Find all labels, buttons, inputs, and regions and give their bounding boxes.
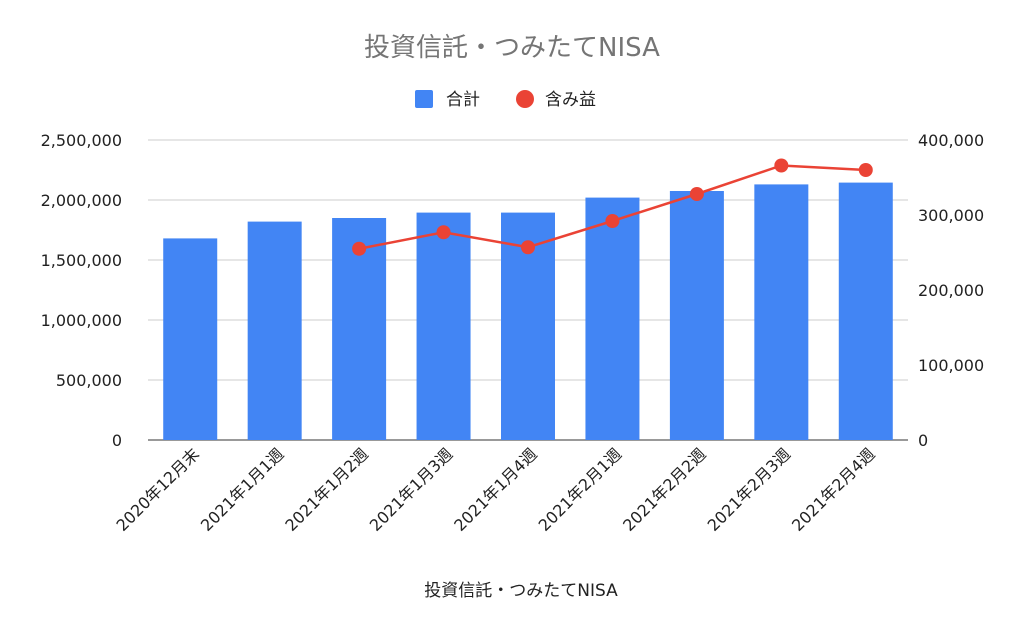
legend-label-total: 合計 xyxy=(446,90,480,110)
left-tick-label: 500,000 xyxy=(56,371,122,390)
x-tick-label: 2021年1月2週 xyxy=(281,444,372,535)
chart-title: 投資信託・つみたてNISA xyxy=(364,33,660,63)
right-tick-label: 400,000 xyxy=(918,131,984,150)
x-tick-label: 2021年1月3週 xyxy=(366,444,457,535)
left-tick-label: 2,500,000 xyxy=(41,131,122,150)
left-tick-label: 1,000,000 xyxy=(41,311,122,330)
x-tick-label: 2021年2月1週 xyxy=(535,444,626,535)
legend-swatch-unrealized-gain xyxy=(516,90,534,108)
right-tick-label: 200,000 xyxy=(918,281,984,300)
data-point xyxy=(774,158,789,173)
bar xyxy=(416,212,471,440)
x-tick-label: 2021年1月4週 xyxy=(450,444,541,535)
bar xyxy=(754,184,809,440)
left-axis-ticks: 0 500,000 1,000,000 1,500,000 2,000,000 2,500… xyxy=(41,131,122,450)
bar xyxy=(838,182,893,440)
right-axis-ticks: 0 100,000 200,000 300,000 400,000 xyxy=(918,131,984,450)
x-tick-label: 2021年2月2週 xyxy=(619,444,710,535)
data-point xyxy=(605,214,620,228)
left-tick-label: 2,000,000 xyxy=(41,191,122,210)
bar xyxy=(669,191,724,440)
left-tick-label: 1,500,000 xyxy=(41,251,122,270)
x-tick-label: 2021年1月1週 xyxy=(197,444,288,535)
data-point xyxy=(858,163,873,177)
data-point xyxy=(436,225,451,240)
bar xyxy=(247,221,302,440)
data-point xyxy=(521,240,535,255)
x-axis-label: 投資信託・つみたてNISA xyxy=(424,581,618,601)
bar xyxy=(585,197,640,440)
legend-label-unrealized-gain: 含み益 xyxy=(545,90,596,110)
x-tick-label: 2021年2月3週 xyxy=(704,444,795,535)
right-tick-label: 100,000 xyxy=(918,356,984,375)
bar xyxy=(163,238,218,440)
right-tick-label: 0 xyxy=(918,431,928,450)
right-tick-label: 300,000 xyxy=(918,206,984,225)
left-tick-label: 0 xyxy=(112,431,122,450)
line-series-unrealized-gain xyxy=(352,158,873,256)
legend: 合計 含み益 xyxy=(415,90,596,110)
x-tick-label: 2021年2月4週 xyxy=(788,444,879,535)
data-point xyxy=(689,187,704,201)
legend-swatch-total xyxy=(415,90,433,108)
data-point xyxy=(352,241,367,256)
bar-series-total xyxy=(163,182,893,440)
x-axis-ticks: 2020年12月末2021年1月1週2021年1月2週2021年1月3週2021… xyxy=(112,444,878,535)
x-tick-label: 2020年12月末 xyxy=(112,444,203,535)
